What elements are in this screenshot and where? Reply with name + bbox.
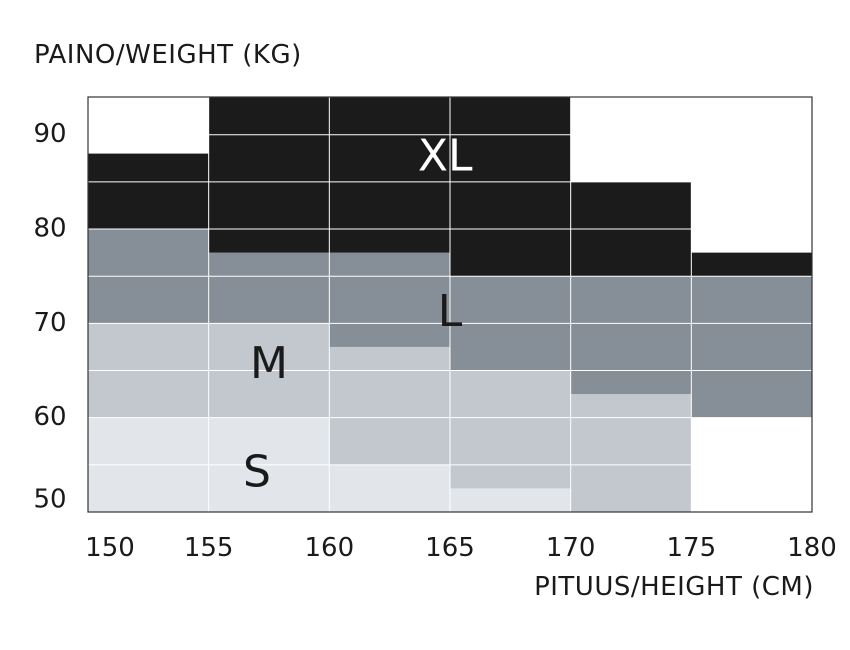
x-tick-165: 165 [425,533,475,563]
band-s-1 [329,464,450,512]
y-tick-70: 70 [33,308,66,338]
plot-frame [87,96,813,513]
band-l-2 [329,252,450,347]
x-tick-170: 170 [546,533,596,563]
size-label-s: S [243,446,271,497]
y-tick-50: 50 [33,485,66,515]
band-m-3 [570,394,692,512]
y-tick-60: 60 [33,402,66,432]
x-tick-175: 175 [667,533,717,563]
x-tick-labels: 150 155 160 165 170 175 180 [85,533,837,563]
band-l-4 [570,276,692,395]
y-tick-80: 80 [33,214,66,244]
x-tick-150: 150 [85,533,135,563]
y-tick-labels: 50 60 70 80 90 [33,119,66,514]
size-label-l: L [438,286,463,337]
grid-lines [88,97,812,512]
band-s-2 [450,488,571,512]
size-labels: S M L XL [243,130,473,497]
band-m-1 [329,346,450,465]
x-tick-155: 155 [184,533,234,563]
y-tick-90: 90 [33,119,66,149]
band-l-5 [691,276,812,418]
x-tick-160: 160 [305,533,355,563]
x-tick-180: 180 [787,533,837,563]
size-label-m: M [250,338,288,389]
band-xl-0 [88,153,209,230]
band-xl-2 [450,97,571,277]
x-axis-title: PITUUS/HEIGHT (CM) [534,572,814,602]
band-l-1 [208,252,330,324]
size-label-xl: XL [418,130,473,181]
band-m-2 [450,370,571,489]
band-xl-4 [691,252,812,277]
y-axis-title: PAINO/WEIGHT (KG) [34,40,302,70]
